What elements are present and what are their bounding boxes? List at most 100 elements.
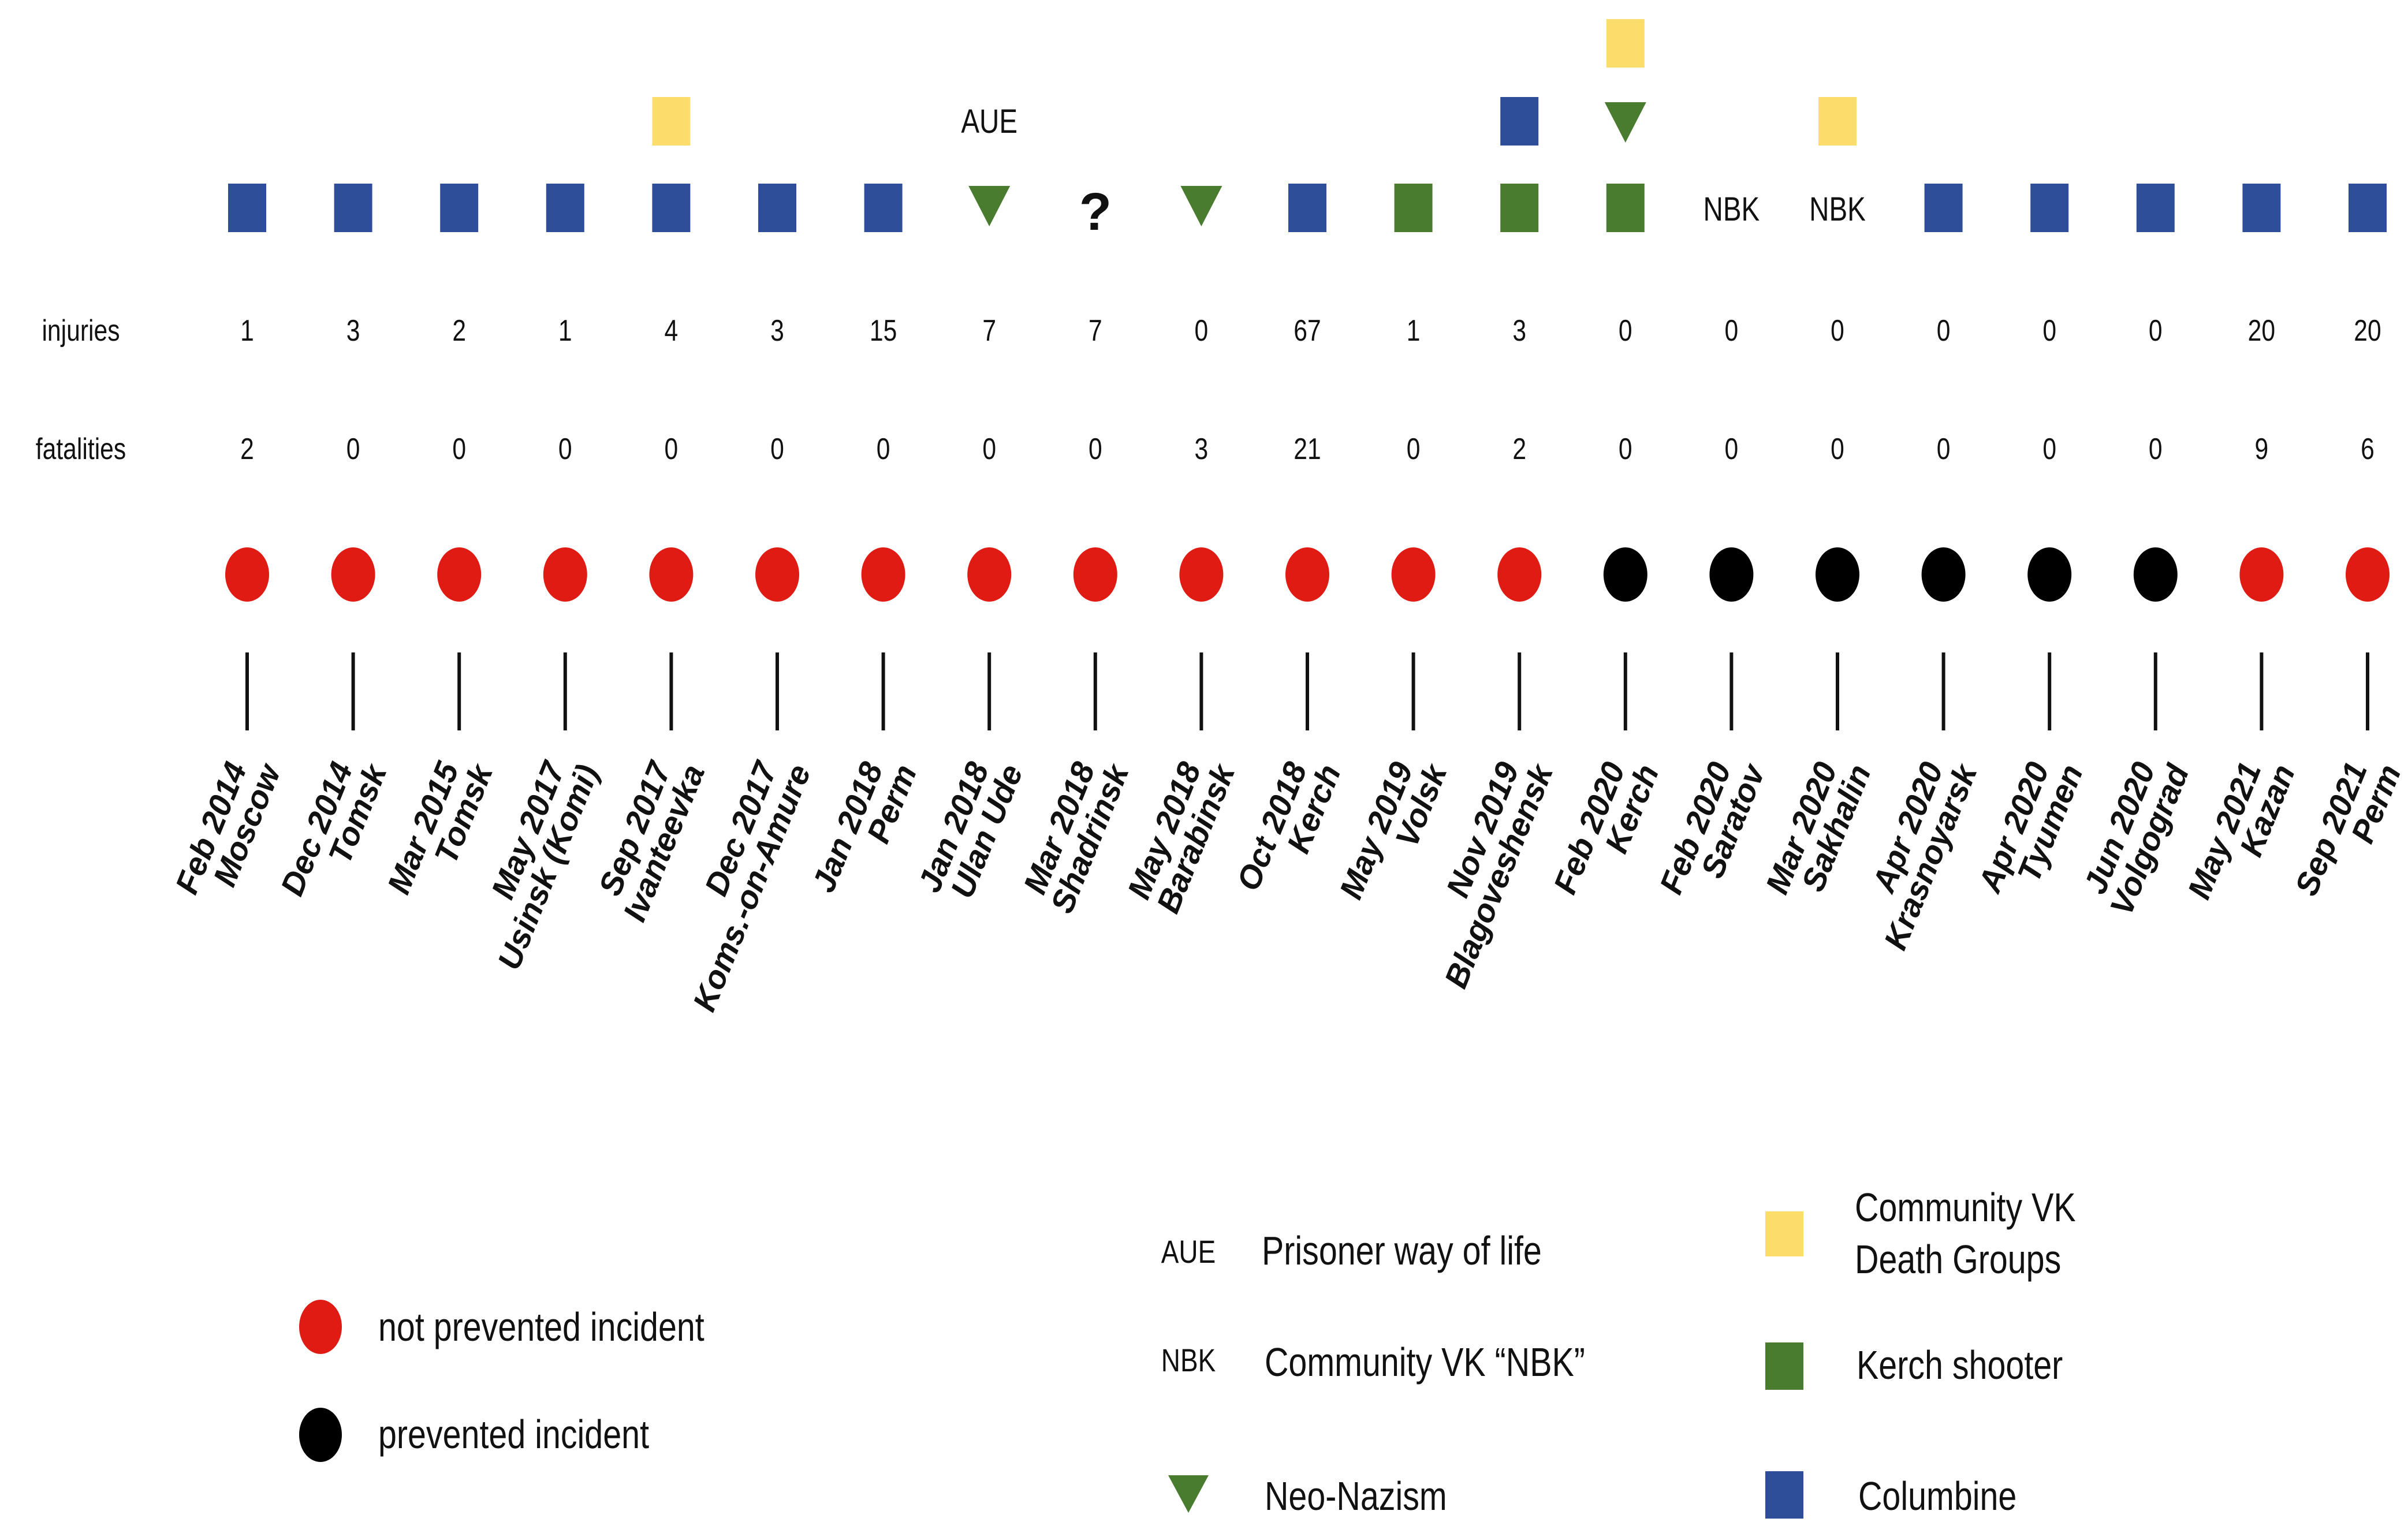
not-prevented-dot <box>225 547 269 602</box>
injuries-value: 0 <box>1937 314 1951 348</box>
columbine-marker <box>2242 184 2281 232</box>
legend-kerch-shooter-label: Kerch shooter <box>1857 1342 2063 1388</box>
fatalities-value: 0 <box>770 432 784 466</box>
columbine-marker <box>652 184 691 232</box>
death-groups-marker <box>1606 19 1645 68</box>
event-3: 2 0 Mar 2015Tomsk <box>380 184 500 911</box>
event-15: NBK 0 0 Feb 2020Saratov <box>1652 191 1772 911</box>
not-prevented-dot <box>1391 547 1436 602</box>
event-label: Oct 2018Kerch <box>1229 747 1348 908</box>
columbine-marker <box>2030 184 2069 232</box>
unknown-marker: ? <box>1079 182 1112 241</box>
columbine-marker <box>1924 184 1963 232</box>
event-label: Jan 2018Perm <box>805 747 924 909</box>
event-19: 0 0 Jun 2020Volgograd <box>2077 184 2196 920</box>
columbine-marker <box>864 184 903 232</box>
not-prevented-dot <box>755 547 799 602</box>
legend-neo-nazism-icon <box>1168 1475 1209 1513</box>
injuries-value: 0 <box>2042 314 2056 348</box>
injuries-value: 20 <box>2354 314 2381 348</box>
fatalities-value: 0 <box>1407 432 1421 466</box>
not-prevented-dot <box>649 547 694 602</box>
fatalities-value: 3 <box>1195 432 1209 466</box>
columbine-marker <box>440 184 479 232</box>
injuries-value: 1 <box>240 314 254 348</box>
injuries-row-label: injuries <box>42 314 120 348</box>
event-21: 20 6 Sep 2021Perm <box>2288 184 2408 912</box>
not-prevented-dot <box>437 547 482 602</box>
event-label: Apr 2020Tyumen <box>1971 747 2090 910</box>
event-7: 15 0 Jan 2018Perm <box>805 184 924 909</box>
fatalities-value: 0 <box>2042 432 2056 466</box>
injuries-value: 20 <box>2248 314 2275 348</box>
legend-aue-label: Prisoner way of life <box>1262 1228 1542 1274</box>
fatalities-value: 21 <box>1294 432 1321 466</box>
injuries-value: 3 <box>770 314 784 348</box>
injuries-value: 1 <box>1407 314 1421 348</box>
event-label: Sep 2021Perm <box>2288 747 2408 912</box>
event-8: AUE 7 0 Jan 2018Ulan Ude <box>911 103 1030 909</box>
event-label: Mar 2015Tomsk <box>380 746 500 911</box>
nbk-tag: NBK <box>1809 191 1866 229</box>
fatalities-value: 0 <box>877 432 890 466</box>
injuries-value: 7 <box>982 314 996 348</box>
fatalities-value: 6 <box>2361 432 2375 466</box>
death-groups-marker <box>652 97 691 146</box>
event-12: 1 0 May 2019Volsk <box>1332 184 1454 904</box>
fatalities-row-label: fatalities <box>36 432 126 466</box>
legend-neo-nazism-label: Neo-Nazism <box>1265 1474 1447 1519</box>
injuries-value: 1 <box>558 314 572 348</box>
legend-nbk-abbr: NBK <box>1161 1342 1216 1378</box>
injuries-value: 0 <box>1619 314 1632 348</box>
not-prevented-dot <box>331 547 375 602</box>
legend-death-groups-line1: Community VK <box>1855 1185 2076 1230</box>
fatalities-value: 0 <box>558 432 572 466</box>
prevented-dot <box>1603 547 1647 602</box>
fatalities-value: 0 <box>1725 432 1739 466</box>
event-label: Mar 2020Sakhalin <box>1758 747 1878 911</box>
event-label: Feb 2020Kerch <box>1546 747 1666 911</box>
event-label: Feb 2020Saratov <box>1652 746 1772 911</box>
event-11: 67 21 Oct 2018Kerch <box>1229 184 1348 908</box>
fatalities-value: 0 <box>2149 432 2163 466</box>
fatalities-value: 2 <box>240 432 254 466</box>
columbine-marker <box>334 184 372 232</box>
not-prevented-dot <box>861 547 905 602</box>
fatalities-value: 0 <box>665 432 679 466</box>
death-groups-marker <box>1818 97 1857 146</box>
not-prevented-dot <box>1073 547 1117 602</box>
legend-columbine-label: Columbine <box>1858 1474 2016 1519</box>
injuries-value: 0 <box>1831 314 1844 348</box>
prevented-dot <box>2133 547 2178 602</box>
legend-not-prevented-dot <box>299 1300 342 1354</box>
legend-columbine-swatch <box>1765 1471 1803 1519</box>
aue-tag: AUE <box>961 103 1017 141</box>
columbine-marker <box>546 184 584 232</box>
legend-kerch-shooter-swatch <box>1765 1342 1803 1390</box>
prevented-dot <box>1921 547 1966 602</box>
columbine-marker <box>228 184 266 232</box>
neo-nazism-marker <box>968 186 1011 226</box>
prevented-dot <box>2027 547 2072 602</box>
fatalities-value: 0 <box>1831 432 1844 466</box>
columbine-marker <box>2349 184 2387 232</box>
fatalities-value: 0 <box>452 432 466 466</box>
legend-nbk-label: Community VK “NBK” <box>1265 1340 1585 1385</box>
event-label: May 2021Kazan <box>2180 747 2302 916</box>
injuries-value: 0 <box>1725 314 1739 348</box>
fatalities-value: 0 <box>346 432 360 466</box>
prevented-dot <box>1709 547 1754 602</box>
event-label: Jan 2018Ulan Ude <box>911 747 1030 909</box>
injuries-value: 3 <box>1512 314 1526 348</box>
legend-prevented-label: prevented incident <box>378 1412 649 1457</box>
event-2: 3 0 Dec 2014Tomsk <box>273 184 394 901</box>
legend-aue-abbr: AUE <box>1161 1234 1216 1270</box>
event-10: 0 3 May 2018Barabinsk <box>1119 186 1242 918</box>
event-label: Feb 2014Moscow <box>168 745 288 911</box>
event-label: May 2018Barabinsk <box>1119 746 1242 918</box>
fatalities-value: 0 <box>1619 432 1632 466</box>
event-16: NBK 0 0 Mar 2020Sakhalin <box>1758 97 1878 911</box>
